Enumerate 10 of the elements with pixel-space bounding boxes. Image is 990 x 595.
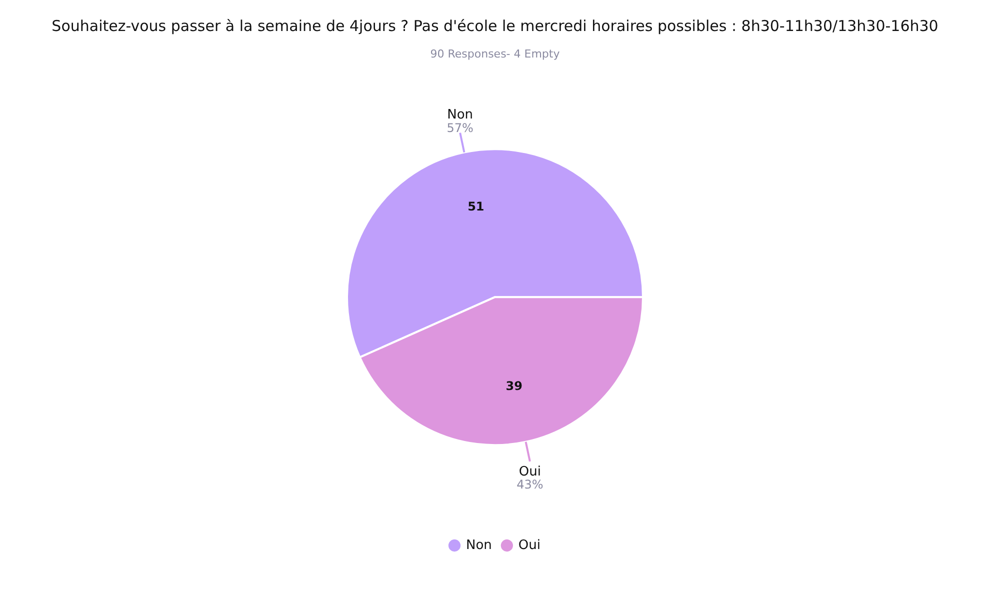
text: 57% — [446, 120, 474, 135]
legend-label: Non — [466, 538, 492, 553]
chart-subtitle: 90 Responses- 4 Empty — [430, 47, 560, 60]
legend-label: Oui — [518, 538, 541, 553]
slice-label: Non — [447, 108, 474, 123]
text: 43% — [516, 478, 544, 492]
data-label: 39 — [506, 378, 522, 393]
slice-label: Oui — [518, 464, 541, 480]
data-label: 51 — [468, 199, 484, 214]
chart-title: Souhaitez-vous passer à la semaine de 4jours ? Pas d'école le mercredi horaires possibles : 8h30-11h30/13h30-16h30 — [52, 16, 938, 35]
